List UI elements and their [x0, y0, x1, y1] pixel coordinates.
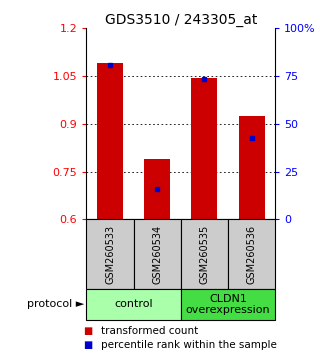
Text: GSM260533: GSM260533 — [105, 224, 115, 284]
Text: ■: ■ — [83, 340, 92, 350]
Bar — [134, 219, 181, 289]
Bar — [86, 219, 134, 289]
Text: transformed count: transformed count — [101, 326, 198, 336]
Text: protocol ►: protocol ► — [27, 299, 84, 309]
Title: GDS3510 / 243305_at: GDS3510 / 243305_at — [105, 13, 257, 27]
Text: CLDN1
overexpression: CLDN1 overexpression — [186, 293, 270, 315]
Bar — [181, 289, 275, 320]
Bar — [239, 116, 265, 219]
Text: control: control — [114, 299, 153, 309]
Text: ■: ■ — [83, 326, 92, 336]
Bar — [86, 289, 181, 320]
Bar — [97, 63, 123, 219]
Bar — [228, 219, 275, 289]
Text: GSM260534: GSM260534 — [152, 224, 162, 284]
Text: GSM260536: GSM260536 — [247, 224, 257, 284]
Text: percentile rank within the sample: percentile rank within the sample — [101, 340, 277, 350]
Bar — [181, 219, 228, 289]
Bar — [144, 159, 170, 219]
Bar — [191, 78, 217, 219]
Text: GSM260535: GSM260535 — [199, 224, 209, 284]
